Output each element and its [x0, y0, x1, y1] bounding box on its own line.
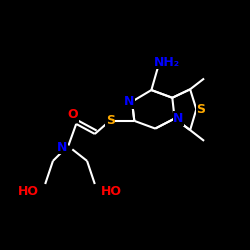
- Text: NH₂: NH₂: [154, 56, 180, 69]
- Text: O: O: [68, 108, 78, 121]
- Text: HO: HO: [101, 185, 122, 198]
- Text: S: S: [106, 114, 115, 126]
- Text: S: S: [196, 103, 205, 116]
- Text: HO: HO: [18, 185, 39, 198]
- Text: N: N: [57, 140, 68, 153]
- Text: N: N: [173, 112, 184, 125]
- Text: N: N: [124, 95, 134, 108]
